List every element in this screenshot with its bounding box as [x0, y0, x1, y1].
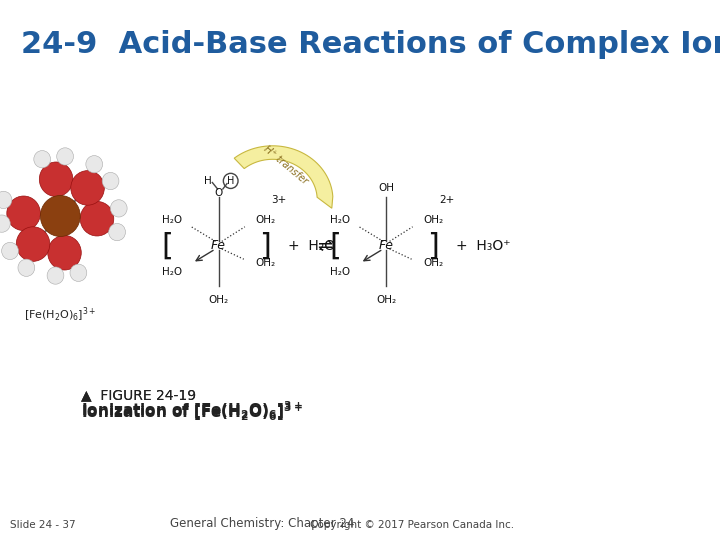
Circle shape — [40, 162, 73, 197]
Text: Slide 24 - 37: Slide 24 - 37 — [11, 520, 76, 530]
Text: OH₂: OH₂ — [377, 295, 397, 306]
Circle shape — [18, 259, 35, 276]
Text: ]: ] — [427, 231, 438, 260]
Text: H: H — [204, 176, 212, 186]
Circle shape — [47, 267, 64, 284]
Circle shape — [71, 171, 104, 205]
Text: $\mathbf{Ionization\ of\ [Fe(H_2O)_6]^{3+}}$: $\mathbf{Ionization\ of\ [Fe(H_2O)_6]^{3… — [81, 400, 303, 421]
Text: ▲  FIGURE 24-19: ▲ FIGURE 24-19 — [81, 388, 197, 402]
Circle shape — [102, 172, 119, 190]
Text: H₂O: H₂O — [162, 215, 182, 225]
Text: OH₂: OH₂ — [256, 215, 276, 225]
Text: $\mathrm{[Fe(H_2O)_6]^{3+}}$: $\mathrm{[Fe(H_2O)_6]^{3+}}$ — [24, 305, 96, 323]
Text: Fe: Fe — [211, 239, 226, 252]
Text: ]: ] — [258, 231, 271, 260]
Text: ⇌: ⇌ — [318, 237, 333, 255]
Text: [: [ — [330, 231, 341, 260]
Circle shape — [34, 151, 50, 168]
Text: H: H — [227, 176, 235, 186]
Text: H₂O: H₂O — [330, 215, 350, 225]
Text: +  H₂O: + H₂O — [289, 239, 336, 253]
Circle shape — [0, 215, 10, 232]
Circle shape — [40, 195, 80, 237]
Text: [: [ — [162, 231, 174, 260]
Text: OH: OH — [379, 183, 395, 193]
Text: Copyright © 2017 Pearson Canada Inc.: Copyright © 2017 Pearson Canada Inc. — [310, 520, 514, 530]
Text: 24-9  Acid-Base Reactions of Complex Ions: 24-9 Acid-Base Reactions of Complex Ions — [21, 30, 720, 59]
Text: OH₂: OH₂ — [256, 258, 276, 268]
Text: 3+: 3+ — [271, 195, 287, 205]
Text: H₂O: H₂O — [162, 267, 182, 276]
Circle shape — [48, 235, 81, 270]
Circle shape — [6, 196, 40, 231]
Circle shape — [109, 224, 125, 241]
Text: $\mathbf{Ionization\ of\ [Fe(H_2O)_6]^{3+}}$: $\mathbf{Ionization\ of\ [Fe(H_2O)_6]^{3… — [81, 401, 303, 423]
Circle shape — [80, 201, 114, 236]
Text: +  H₃O⁺: + H₃O⁺ — [456, 239, 510, 253]
Circle shape — [86, 156, 103, 173]
Text: Fe: Fe — [379, 239, 394, 252]
Circle shape — [17, 227, 50, 261]
Circle shape — [110, 200, 127, 217]
Text: OH₂: OH₂ — [423, 258, 444, 268]
Circle shape — [0, 191, 12, 208]
Circle shape — [70, 264, 87, 281]
Text: OH₂: OH₂ — [209, 295, 229, 306]
Text: H⁺ transfer: H⁺ transfer — [262, 144, 310, 186]
Text: General Chemistry: Chapter 24: General Chemistry: Chapter 24 — [170, 517, 354, 530]
Text: ▲  FIGURE 24-19: ▲ FIGURE 24-19 — [81, 388, 197, 402]
Text: OH₂: OH₂ — [423, 215, 444, 225]
Circle shape — [57, 148, 73, 165]
Text: H₂O: H₂O — [330, 267, 350, 276]
Circle shape — [1, 242, 19, 260]
Text: 2+: 2+ — [439, 195, 454, 205]
Text: O: O — [215, 188, 222, 198]
PathPatch shape — [234, 146, 333, 208]
